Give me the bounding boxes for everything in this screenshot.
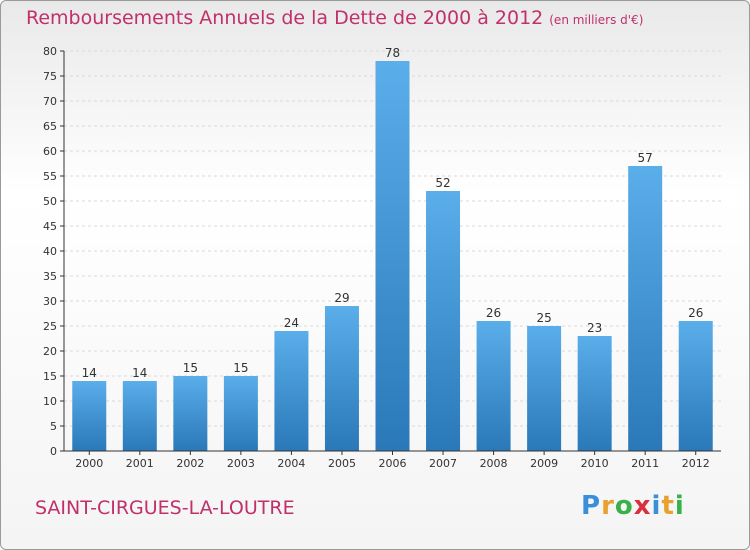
chart-title: Remboursements Annuels de la Dette de 20… bbox=[26, 7, 643, 29]
x-tick-label: 2000 bbox=[75, 457, 103, 470]
bar-value-label: 14 bbox=[82, 366, 97, 380]
x-tick-label: 2012 bbox=[682, 457, 710, 470]
bar-2008[interactable] bbox=[476, 321, 511, 451]
x-tick-label: 2009 bbox=[530, 457, 558, 470]
bar-2010[interactable] bbox=[577, 336, 612, 451]
y-tick-label: 75 bbox=[43, 70, 57, 83]
bar-2009[interactable] bbox=[527, 326, 562, 451]
logo-letter: i bbox=[651, 491, 662, 521]
bar-value-label: 15 bbox=[183, 361, 198, 375]
bar-2011[interactable] bbox=[628, 166, 663, 451]
logo-letter: P bbox=[581, 491, 602, 521]
bar-2006[interactable] bbox=[375, 61, 410, 451]
bar-2001[interactable] bbox=[122, 381, 157, 451]
bar-value-label: 23 bbox=[587, 321, 602, 335]
bar-2007[interactable] bbox=[426, 191, 461, 451]
x-tick-label: 2010 bbox=[581, 457, 609, 470]
proxiti-logo[interactable]: Proxiti bbox=[581, 491, 685, 521]
y-tick-label: 60 bbox=[43, 145, 57, 158]
y-tick-label: 20 bbox=[43, 345, 57, 358]
logo-letter: x bbox=[633, 491, 652, 521]
bar-value-label: 57 bbox=[638, 151, 653, 165]
bar-value-label: 26 bbox=[486, 306, 501, 320]
bar-value-label: 15 bbox=[233, 361, 248, 375]
x-tick-label: 2001 bbox=[126, 457, 154, 470]
y-tick-label: 35 bbox=[43, 270, 57, 283]
axes bbox=[60, 50, 721, 455]
bar-value-label: 14 bbox=[132, 366, 147, 380]
x-tick-label: 2008 bbox=[480, 457, 508, 470]
x-tick-label: 2011 bbox=[631, 457, 659, 470]
y-tick-label: 70 bbox=[43, 95, 57, 108]
x-tick-label: 2003 bbox=[227, 457, 255, 470]
bars bbox=[72, 61, 713, 451]
y-tick-label: 80 bbox=[43, 45, 57, 58]
y-tick-label: 40 bbox=[43, 245, 57, 258]
bar-value-label: 52 bbox=[435, 176, 450, 190]
x-tick-label: 2004 bbox=[277, 457, 305, 470]
y-tick-label: 25 bbox=[43, 320, 57, 333]
logo-letter: o bbox=[614, 491, 634, 521]
y-tick-label: 15 bbox=[43, 370, 57, 383]
bar-2002[interactable] bbox=[173, 376, 208, 451]
y-tick-label: 45 bbox=[43, 220, 57, 233]
x-tick-label: 2007 bbox=[429, 457, 457, 470]
logo-letter: i bbox=[674, 491, 685, 521]
bar-value-label: 24 bbox=[284, 316, 299, 330]
y-tick-label: 50 bbox=[43, 195, 57, 208]
y-tick-label: 55 bbox=[43, 170, 57, 183]
y-tick-label: 5 bbox=[50, 420, 57, 433]
bar-2000[interactable] bbox=[72, 381, 107, 451]
y-tick-label: 0 bbox=[50, 445, 57, 458]
logo-letter: r bbox=[601, 491, 615, 521]
y-tick-label: 30 bbox=[43, 295, 57, 308]
bar-value-label: 29 bbox=[334, 291, 349, 305]
x-tick-label: 2002 bbox=[176, 457, 204, 470]
bar-2003[interactable] bbox=[223, 376, 258, 451]
bar-2004[interactable] bbox=[274, 331, 309, 451]
bar-value-label: 26 bbox=[688, 306, 703, 320]
x-tick-label: 2005 bbox=[328, 457, 356, 470]
chart-title-text: Remboursements Annuels de la Dette de 20… bbox=[26, 7, 544, 29]
y-tick-label: 10 bbox=[43, 395, 57, 408]
bar-2012[interactable] bbox=[678, 321, 713, 451]
bar-value-label: 78 bbox=[385, 46, 400, 60]
commune-name: SAINT-CIRGUES-LA-LOUTRE bbox=[35, 497, 295, 519]
y-tick-label: 65 bbox=[43, 120, 57, 133]
chart-unit: (en milliers d'€) bbox=[549, 13, 644, 27]
x-tick-label: 2006 bbox=[379, 457, 407, 470]
bar-value-label: 25 bbox=[536, 311, 551, 325]
bar-2005[interactable] bbox=[324, 306, 359, 451]
logo-letter: t bbox=[661, 491, 675, 521]
labels: 0 5 10 15 20 25 30 35 40 45 50 55 60 65 70 75 80 14 2000 14… bbox=[43, 45, 710, 470]
